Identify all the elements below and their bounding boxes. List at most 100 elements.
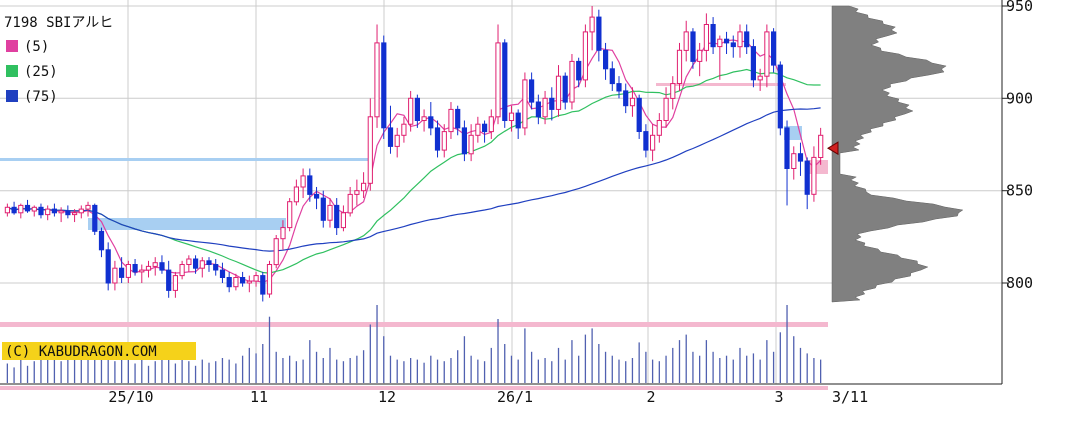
candle (555, 65, 562, 117)
candle (428, 102, 434, 136)
candle (576, 57, 582, 88)
candle (152, 257, 158, 276)
x-tick-label: 3 (774, 388, 783, 406)
candle (616, 76, 622, 99)
legend: 7198 SBIアルヒ (5) (25) (75) (4, 15, 113, 105)
candle (394, 127, 400, 158)
volume-bars (6, 305, 822, 383)
y-tick-label: 800 (1006, 274, 1033, 292)
x-tick-label: 11 (250, 388, 268, 406)
candle (603, 42, 609, 80)
candle (690, 28, 696, 69)
legend-swatch-ma5 (6, 40, 18, 52)
candle (811, 146, 817, 202)
candle (408, 90, 414, 132)
candle (132, 258, 138, 276)
volume-profile (831, 5, 964, 303)
candle (340, 205, 346, 232)
candle (488, 109, 494, 139)
candle (320, 190, 326, 228)
candle (119, 257, 125, 283)
chart-title: 7198 SBIアルヒ (4, 15, 113, 31)
candle (240, 271, 246, 287)
candle (199, 257, 205, 278)
legend-label-ma75: (75) (24, 89, 58, 105)
x-tick-label: 26/1 (497, 388, 533, 406)
legend-swatch-ma25 (6, 65, 18, 77)
candle (213, 258, 219, 276)
legend-label-ma5: (5) (24, 39, 49, 55)
candle (508, 105, 515, 132)
candle (51, 203, 57, 217)
candle (92, 203, 98, 235)
candle (381, 35, 387, 139)
candle (98, 227, 105, 258)
last-price-marker (827, 141, 839, 156)
candle (226, 271, 232, 293)
copyright-text: (C) KABUDRAGON.COM (5, 344, 157, 360)
x-tick-label: 25/10 (108, 388, 153, 406)
candle (757, 68, 763, 91)
candle (636, 94, 642, 139)
candle (105, 242, 111, 291)
candle (246, 275, 252, 293)
candle (347, 186, 353, 217)
candle (260, 271, 266, 302)
y-tick-label: 950 (1006, 0, 1033, 15)
candle (374, 24, 380, 128)
candlesticks (4, 6, 824, 302)
candle (448, 102, 454, 139)
candle (361, 172, 367, 199)
candle (818, 127, 824, 165)
candle (421, 109, 427, 132)
candle (78, 205, 84, 219)
candle (717, 35, 723, 80)
candle (710, 17, 716, 55)
candle (219, 262, 226, 283)
legend-swatch-ma75 (6, 90, 18, 102)
candle (535, 94, 541, 125)
candle (609, 61, 615, 91)
candle (186, 255, 192, 272)
candle (434, 120, 441, 158)
copyright-badge: (C) KABUDRAGON.COM (2, 342, 196, 360)
candle (589, 6, 595, 51)
candle (38, 203, 44, 219)
candle (441, 124, 447, 158)
candle (193, 255, 199, 274)
candle (744, 24, 750, 55)
candle (676, 42, 683, 91)
candle (562, 72, 568, 110)
y-tick-label: 900 (1006, 89, 1033, 107)
candle (750, 39, 756, 88)
candle (287, 198, 293, 232)
candle (233, 273, 239, 291)
candle (31, 205, 37, 217)
candle (112, 260, 118, 291)
candle (300, 168, 306, 199)
candle (159, 255, 165, 274)
candle (522, 72, 528, 136)
grid (0, 0, 1003, 385)
candle (280, 220, 286, 250)
candle (683, 20, 689, 62)
candle (791, 146, 797, 180)
x-tick-label: 2 (646, 388, 655, 406)
x-tick-label: 3/11 (832, 388, 868, 406)
candle (293, 179, 299, 206)
candle (784, 120, 790, 206)
candle (730, 35, 736, 58)
candle (455, 105, 461, 136)
candle (582, 24, 588, 88)
candle (629, 87, 636, 117)
candle (58, 207, 64, 223)
ma-line-75 (7, 107, 821, 252)
candle (569, 54, 575, 110)
candle (139, 264, 145, 283)
candle (697, 42, 703, 77)
legend-label-ma25: (25) (24, 64, 58, 80)
candle (145, 260, 152, 278)
candle (314, 186, 320, 210)
candle (656, 113, 662, 143)
